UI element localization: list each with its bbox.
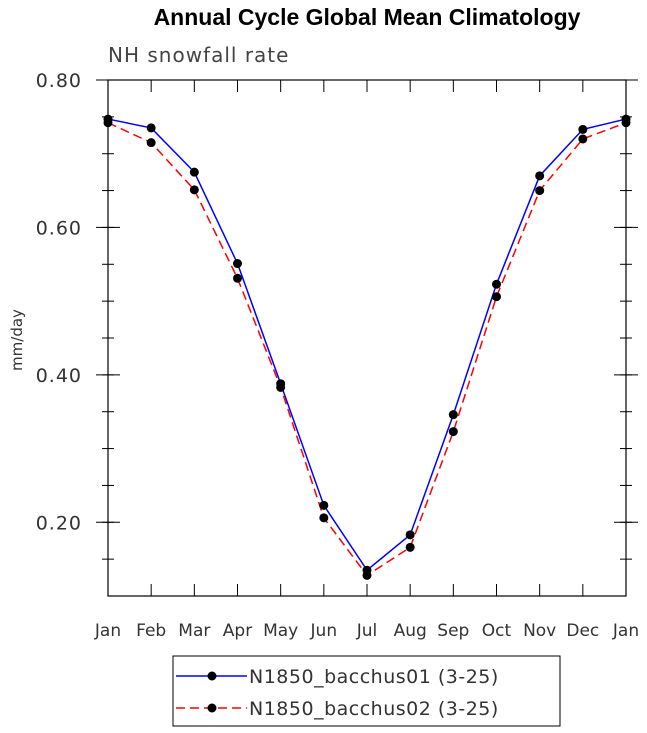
series-2-point xyxy=(276,382,286,392)
y-tick-label: 0.40 xyxy=(36,365,82,387)
series-1-point xyxy=(535,171,545,181)
series-1-point xyxy=(233,259,242,269)
x-tick-label: Jul xyxy=(356,621,378,641)
series-2-point xyxy=(233,273,242,283)
y-axis-label: mm/day xyxy=(8,309,26,371)
series-1-point xyxy=(319,500,329,510)
series-1-point xyxy=(578,124,588,134)
series-layer xyxy=(103,114,631,580)
series-2-point xyxy=(578,134,588,144)
x-tick-label: Jun xyxy=(310,621,338,641)
series-1-point xyxy=(492,279,501,289)
series-2-point xyxy=(492,292,501,302)
x-tick-label: Dec xyxy=(566,621,599,641)
series-1-point xyxy=(189,167,199,177)
legend-label-series-2: N1850_bacchus02 (3-25) xyxy=(249,698,499,720)
y-tick-label: 0.80 xyxy=(36,70,82,92)
series-line-2 xyxy=(107,122,627,577)
x-tick-label: Sep xyxy=(437,621,469,641)
series-2-point xyxy=(405,542,415,552)
y-tick-label: 0.60 xyxy=(36,217,82,239)
x-tick-label: Jan xyxy=(94,621,121,641)
series-line-1 xyxy=(107,118,627,572)
legend-marker-series-2 xyxy=(207,703,217,713)
axis-ticks: Jan Feb Mar Apr May Jun Jul Aug Sep Oct Nov Dec Jan 0… xyxy=(36,70,639,641)
legend-label-series-1: N1850_bacchus01 (3-25) xyxy=(249,666,499,688)
series-1-point xyxy=(448,410,458,420)
x-tick-label: Jan xyxy=(612,621,639,641)
chart-subtitle: NH snowfall rate xyxy=(108,43,289,67)
series-2-point xyxy=(319,513,329,523)
x-tick-label: Nov xyxy=(523,621,556,641)
y-tick-label: 0.20 xyxy=(36,512,82,534)
series-2-point xyxy=(362,570,372,580)
x-tick-label: Oct xyxy=(482,621,512,641)
plot-frame xyxy=(107,79,627,597)
x-tick-label: Mar xyxy=(178,621,210,641)
chart-title: Annual Cycle Global Mean Climatology xyxy=(154,4,581,30)
legend: N1850_bacchus01 (3-25) N1850_bacchus02 (… xyxy=(172,655,561,727)
series-1-point xyxy=(146,123,156,133)
series-2-point xyxy=(146,138,156,148)
x-tick-label: Feb xyxy=(136,621,166,641)
series-1-point xyxy=(405,530,415,540)
x-tick-label: Aug xyxy=(394,621,427,641)
x-tick-label: Apr xyxy=(223,621,252,641)
series-2-point xyxy=(535,186,545,196)
legend-box xyxy=(172,655,561,727)
series-2-point xyxy=(189,185,199,195)
x-tick-label: May xyxy=(263,621,298,641)
legend-marker-series-1 xyxy=(207,671,217,681)
series-2-point xyxy=(448,427,458,437)
